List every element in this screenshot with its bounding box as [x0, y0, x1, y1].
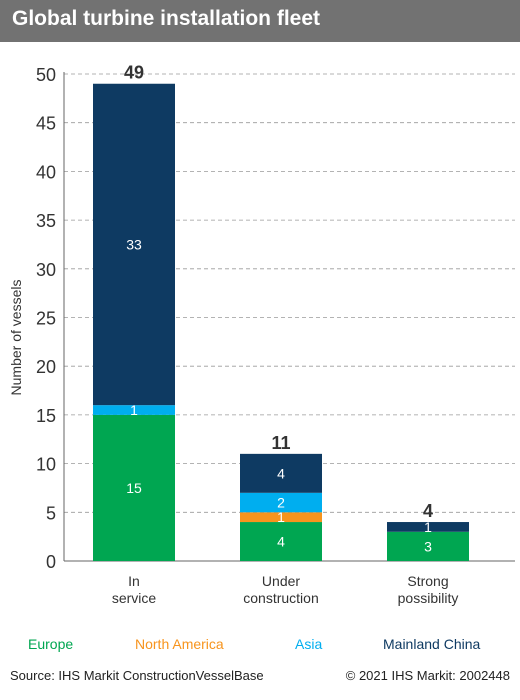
bar-segment — [387, 531, 469, 561]
source-note: Source: IHS Markit ConstructionVesselBas… — [10, 668, 264, 683]
bar-segment — [93, 83, 175, 406]
total-label: 4 — [423, 501, 433, 521]
data-label: 15 — [126, 480, 142, 496]
y-tick-label: 50 — [36, 65, 56, 85]
x-tick-label: Under construction — [243, 573, 318, 606]
bar-segment — [240, 512, 322, 523]
y-tick-label: 40 — [36, 162, 56, 182]
y-tick-label: 35 — [36, 211, 56, 231]
chart-title: Global turbine installation fleet — [12, 7, 321, 30]
stacked-bar-chart: 0 5 10 15 20 25 30 35 40 45 50 Number of vessels 15 1… — [8, 63, 515, 606]
bar-segment — [240, 522, 322, 561]
total-label: 49 — [124, 63, 144, 83]
y-axis-label: Number of vessels — [8, 280, 24, 396]
data-label: 4 — [277, 534, 285, 550]
chart-header: Global turbine installation fleet — [0, 0, 520, 42]
bar-segment — [93, 405, 175, 415]
bar-segment — [240, 453, 322, 493]
legend-item: Asia — [295, 636, 323, 652]
y-tick-label: 0 — [46, 552, 56, 572]
bar-segment — [93, 414, 175, 561]
y-tick-label: 10 — [36, 455, 56, 475]
legend-item: Europe — [28, 636, 74, 652]
bar-segment — [240, 492, 322, 513]
data-label: 2 — [277, 495, 285, 511]
y-tick-label: 5 — [46, 503, 56, 523]
bar-segment — [387, 522, 469, 532]
copyright-note: © 2021 IHS Markit: 2002448 — [345, 668, 510, 683]
legend-item: North America — [135, 636, 224, 652]
y-tick-label: 45 — [36, 114, 56, 134]
data-label: 1 — [424, 519, 432, 535]
x-tick-label: In service — [112, 573, 157, 606]
y-tick-label: 20 — [36, 357, 56, 377]
data-label: 1 — [130, 402, 138, 418]
legend-item: Mainland China — [383, 636, 481, 652]
data-label: 1 — [277, 509, 285, 525]
data-label: 33 — [126, 236, 142, 252]
y-tick-label: 30 — [36, 260, 56, 280]
data-label: 3 — [424, 538, 432, 554]
y-tick-label: 25 — [36, 309, 56, 329]
total-label: 11 — [271, 433, 290, 453]
y-tick-label: 15 — [36, 406, 56, 426]
x-tick-label: Strong possibility — [398, 573, 459, 606]
data-label: 4 — [277, 465, 285, 481]
